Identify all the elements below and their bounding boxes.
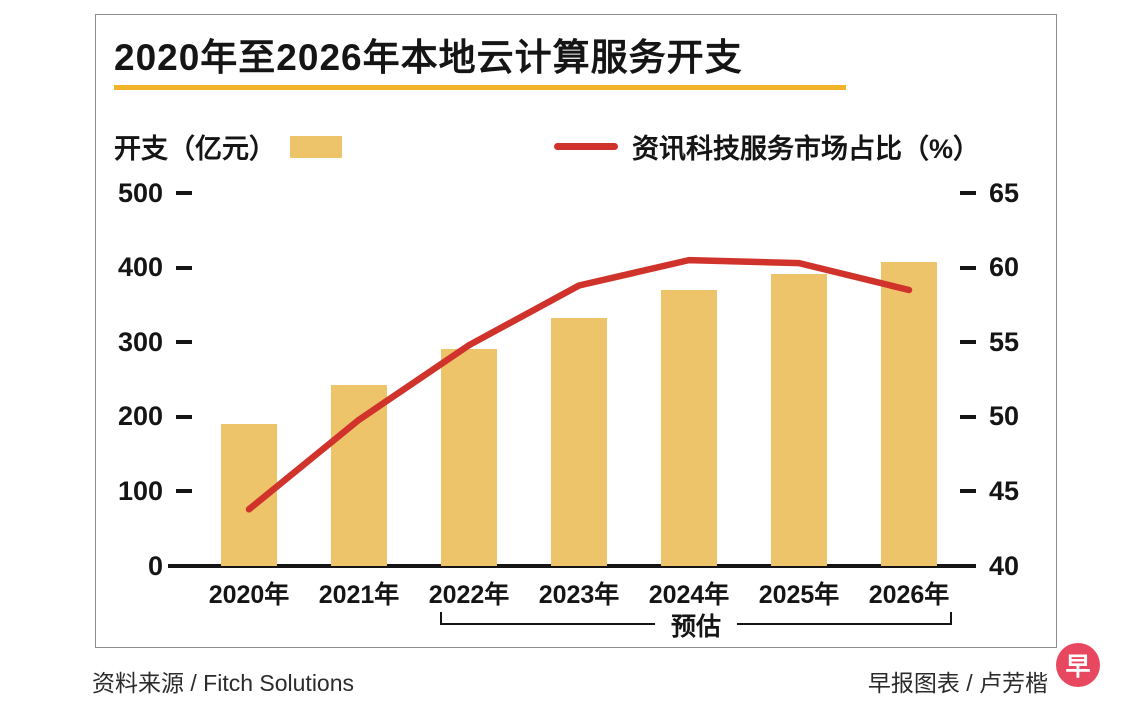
x-axis-line xyxy=(168,564,960,568)
line-swatch-icon xyxy=(554,143,618,150)
right-axis-tick: 50 xyxy=(960,401,1019,433)
zaobao-logo-glyph: 早 xyxy=(1065,653,1091,681)
left-axis-tick: 100 xyxy=(104,475,192,507)
legend-spending: 开支（亿元） xyxy=(114,127,342,166)
estimate-label-wrap: 预估 xyxy=(440,607,952,643)
estimate-label: 预估 xyxy=(654,613,737,641)
tick-mark xyxy=(176,489,192,494)
x-axis-label: 2024年 xyxy=(648,581,730,609)
x-axis-label: 2022年 xyxy=(428,581,510,609)
x-axis-label: 2025年 xyxy=(758,581,840,609)
legend-market-share: 资讯科技服务市场占比（%） xyxy=(554,127,980,166)
title-underline xyxy=(114,85,846,90)
chart-frame: 2020年至2026年本地云计算服务开支 开支（亿元） 资讯科技服务市场占比（%… xyxy=(95,14,1057,648)
tick-value: 100 xyxy=(117,475,163,506)
bar-2024年 xyxy=(661,289,717,566)
right-axis-tick: 55 xyxy=(960,326,1019,358)
tick-mark xyxy=(960,340,976,345)
chart-credit: 早报图表 / 卢芳楷 xyxy=(867,670,1048,696)
tick-mark xyxy=(960,191,976,195)
legend-spending-label: 开支（亿元） xyxy=(114,134,276,164)
tick-mark xyxy=(176,340,192,345)
tick-mark xyxy=(176,564,192,568)
left-axis-tick: 300 xyxy=(104,326,192,358)
tick-value: 40 xyxy=(989,550,1020,581)
left-axis-tick: 500 xyxy=(104,177,192,209)
tick-mark xyxy=(960,265,976,270)
tick-mark xyxy=(960,489,976,494)
tick-value: 65 xyxy=(989,177,1020,208)
tick-mark xyxy=(960,564,976,568)
tick-mark xyxy=(960,414,976,419)
bar-2026年 xyxy=(881,261,937,566)
x-axis-label: 2020年 xyxy=(208,581,290,609)
left-axis-tick: 0 xyxy=(104,550,192,582)
x-axis-label: 2021年 xyxy=(318,581,400,609)
tick-value: 200 xyxy=(117,401,163,432)
tick-value: 0 xyxy=(147,550,163,581)
tick-mark xyxy=(176,265,192,270)
bar-2025年 xyxy=(771,273,827,566)
tick-value: 60 xyxy=(989,252,1020,283)
bar-2021年 xyxy=(331,385,387,566)
x-axis-label: 2023年 xyxy=(538,581,620,609)
tick-value: 500 xyxy=(117,177,163,208)
bar-2022年 xyxy=(441,348,497,566)
left-axis-tick: 400 xyxy=(104,252,192,284)
zaobao-logo: 早 xyxy=(1056,643,1100,687)
legend-market-share-label: 资讯科技服务市场占比（%） xyxy=(632,134,981,164)
tick-value: 300 xyxy=(117,326,163,357)
right-axis-tick: 45 xyxy=(960,475,1019,507)
tick-value: 45 xyxy=(989,475,1020,506)
tick-value: 400 xyxy=(117,252,163,283)
bar-2020年 xyxy=(221,424,277,566)
right-axis-tick: 40 xyxy=(960,550,1019,582)
plot-area: 0 100 200 300 400 500 40 45 50 55 60 65 2020年 2021年 20… xyxy=(96,15,1054,645)
chart-title: 2020年至2026年本地云计算服务开支 xyxy=(114,37,743,78)
tick-value: 55 xyxy=(989,326,1020,357)
x-axis-label: 2026年 xyxy=(868,581,950,609)
source-credit: 资料来源 / Fitch Solutions xyxy=(92,670,355,696)
bar-swatch-icon xyxy=(290,135,342,158)
right-axis-tick: 65 xyxy=(960,177,1019,209)
bar-2023年 xyxy=(551,317,607,566)
tick-mark xyxy=(176,191,192,195)
tick-mark xyxy=(176,414,192,419)
right-axis-tick: 60 xyxy=(960,252,1019,284)
tick-value: 50 xyxy=(989,401,1020,432)
left-axis-tick: 200 xyxy=(104,401,192,433)
